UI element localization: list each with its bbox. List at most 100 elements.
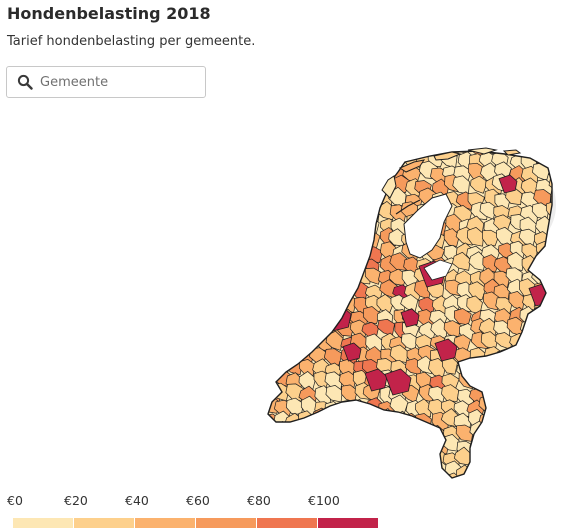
municipality-shape[interactable] xyxy=(328,414,346,432)
municipality-shape[interactable] xyxy=(492,435,512,452)
municipality-shape[interactable] xyxy=(272,175,292,194)
municipality-shape[interactable] xyxy=(533,320,552,340)
municipality-shape[interactable] xyxy=(296,151,315,171)
municipality-shape[interactable] xyxy=(310,449,329,467)
municipality-shape[interactable] xyxy=(273,161,292,180)
municipality-shape[interactable] xyxy=(547,424,566,443)
municipality-shape[interactable] xyxy=(340,174,358,194)
municipality-shape[interactable] xyxy=(434,338,458,362)
municipality-shape[interactable] xyxy=(283,309,303,328)
municipality-shape[interactable] xyxy=(375,450,393,469)
municipality-shape[interactable] xyxy=(273,258,292,277)
municipality-shape[interactable] xyxy=(518,342,538,363)
municipality-shape[interactable] xyxy=(259,370,277,388)
municipality-shape[interactable] xyxy=(506,397,523,418)
municipality-shape[interactable] xyxy=(523,385,542,405)
municipality-shape[interactable] xyxy=(400,449,419,468)
municipality-shape[interactable] xyxy=(270,228,289,245)
municipality-shape[interactable] xyxy=(546,372,562,392)
municipality-shape[interactable] xyxy=(287,332,306,352)
municipality-shape[interactable] xyxy=(288,203,306,222)
municipality-shape[interactable] xyxy=(531,372,549,389)
municipality-shape[interactable] xyxy=(415,464,433,481)
municipality-shape[interactable] xyxy=(465,360,485,379)
municipality-shape[interactable] xyxy=(259,330,278,350)
municipality-shape[interactable] xyxy=(389,448,408,466)
municipality-shape[interactable] xyxy=(390,422,409,441)
municipality-shape[interactable] xyxy=(297,448,317,466)
municipality-shape[interactable] xyxy=(286,240,306,260)
municipality-shape[interactable] xyxy=(297,216,316,236)
municipality-shape[interactable] xyxy=(389,252,408,271)
municipality-shape[interactable] xyxy=(375,423,395,442)
municipality-shape[interactable] xyxy=(520,447,540,467)
municipality-shape[interactable] xyxy=(285,268,305,286)
municipality-shape[interactable] xyxy=(362,306,381,325)
municipality-shape[interactable] xyxy=(363,422,381,443)
municipality-shape[interactable] xyxy=(338,201,357,220)
municipality-shape[interactable] xyxy=(509,451,528,469)
municipality-shape[interactable] xyxy=(492,399,510,418)
municipality-shape[interactable] xyxy=(531,449,551,469)
municipality-shape[interactable] xyxy=(481,465,500,482)
municipality-shape[interactable] xyxy=(429,473,447,490)
municipality-shape[interactable] xyxy=(404,425,423,443)
municipality-shape[interactable] xyxy=(262,434,280,455)
municipality-shape[interactable] xyxy=(364,150,383,167)
municipality-shape[interactable] xyxy=(270,189,291,208)
municipality-shape[interactable] xyxy=(519,358,537,376)
municipality-shape[interactable] xyxy=(314,178,332,196)
municipality-shape[interactable] xyxy=(325,330,344,351)
municipality-shape[interactable] xyxy=(314,267,332,286)
municipality-shape[interactable] xyxy=(325,151,345,170)
municipality-shape[interactable] xyxy=(338,266,356,286)
municipality-shape[interactable] xyxy=(261,140,279,156)
municipality-shape[interactable] xyxy=(495,425,512,444)
municipality-shape[interactable] xyxy=(312,204,329,222)
municipality-shape[interactable] xyxy=(480,360,498,378)
municipality-shape[interactable] xyxy=(272,420,292,441)
municipality-shape[interactable] xyxy=(272,142,291,159)
municipality-shape[interactable] xyxy=(274,215,295,235)
municipality-shape[interactable] xyxy=(349,319,368,337)
municipality-shape[interactable] xyxy=(507,347,527,365)
municipality-shape[interactable] xyxy=(285,215,305,233)
municipality-shape[interactable] xyxy=(264,226,281,248)
municipality-shape[interactable] xyxy=(301,204,320,222)
municipality-shape[interactable] xyxy=(326,206,347,225)
municipality-shape[interactable] xyxy=(270,153,290,171)
municipality-shape[interactable] xyxy=(351,232,370,251)
municipality-shape[interactable] xyxy=(328,242,346,263)
municipality-shape[interactable] xyxy=(548,164,567,184)
municipality-shape[interactable] xyxy=(348,435,367,454)
municipality-shape[interactable] xyxy=(314,152,332,172)
municipality-shape[interactable] xyxy=(517,412,537,431)
municipality-shape[interactable] xyxy=(468,251,487,271)
municipality-shape[interactable] xyxy=(340,425,359,444)
municipality-shape[interactable] xyxy=(547,268,563,286)
municipality-shape[interactable] xyxy=(311,136,329,156)
municipality-shape[interactable] xyxy=(493,373,511,393)
municipality-shape[interactable] xyxy=(285,151,303,171)
search-input[interactable] xyxy=(40,71,200,93)
municipality-shape[interactable] xyxy=(416,136,434,154)
municipality-shape[interactable] xyxy=(299,164,318,185)
municipality-shape[interactable] xyxy=(301,239,318,259)
municipality-shape[interactable] xyxy=(300,294,320,313)
municipality-shape[interactable] xyxy=(313,229,333,247)
municipality-shape[interactable] xyxy=(517,464,536,483)
municipality-shape[interactable] xyxy=(299,306,318,326)
municipality-shape[interactable] xyxy=(519,140,538,156)
municipality-shape[interactable] xyxy=(532,305,551,323)
municipality-shape[interactable] xyxy=(470,461,489,480)
municipality-shape[interactable] xyxy=(414,453,434,470)
municipality-shape[interactable] xyxy=(273,316,293,336)
municipality-shape[interactable] xyxy=(310,310,330,327)
municipality-shape[interactable] xyxy=(366,437,386,456)
municipality-shape[interactable] xyxy=(355,410,374,429)
municipality-shape[interactable] xyxy=(272,270,289,289)
municipality-shape[interactable] xyxy=(260,256,277,276)
municipality-shape[interactable] xyxy=(353,151,371,169)
municipality-shape[interactable] xyxy=(531,435,548,453)
municipality-shape[interactable] xyxy=(299,257,318,276)
